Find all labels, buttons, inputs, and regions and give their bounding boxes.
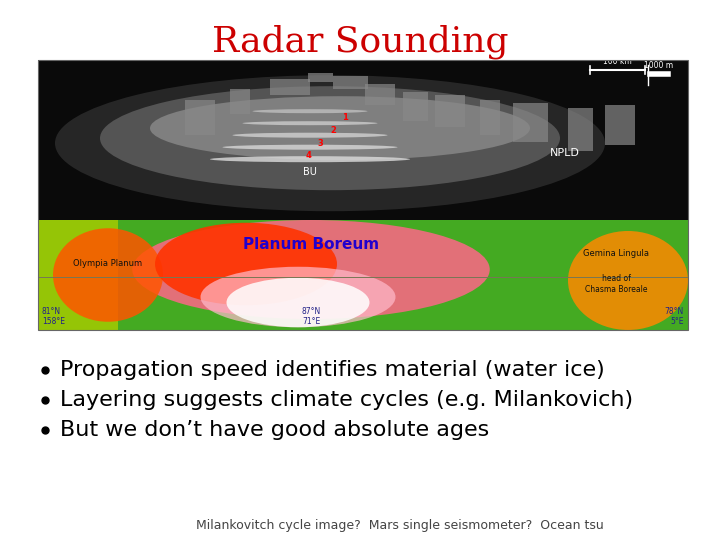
Ellipse shape bbox=[233, 133, 387, 138]
Bar bbox=[307, 73, 333, 83]
Ellipse shape bbox=[55, 75, 605, 211]
Ellipse shape bbox=[243, 121, 377, 125]
Text: Propagation speed identifies material (water ice): Propagation speed identifies material (w… bbox=[60, 360, 605, 380]
Bar bbox=[567, 108, 593, 151]
Bar bbox=[270, 79, 310, 95]
Bar bbox=[333, 76, 367, 89]
Bar bbox=[513, 103, 547, 141]
Bar bbox=[38, 220, 688, 330]
Text: head of
Chasma Boreale: head of Chasma Boreale bbox=[585, 274, 647, 294]
Ellipse shape bbox=[100, 86, 560, 190]
Text: 3: 3 bbox=[317, 139, 323, 148]
Text: 100 km: 100 km bbox=[603, 57, 632, 66]
Bar bbox=[38, 220, 118, 330]
Ellipse shape bbox=[227, 278, 369, 327]
Ellipse shape bbox=[568, 231, 688, 330]
Bar bbox=[605, 105, 635, 145]
Ellipse shape bbox=[210, 156, 410, 162]
Bar bbox=[38, 60, 688, 220]
Text: Gemina Lingula: Gemina Lingula bbox=[583, 248, 649, 258]
Bar bbox=[435, 95, 465, 127]
Ellipse shape bbox=[53, 228, 163, 322]
Bar bbox=[402, 92, 428, 121]
Text: 4: 4 bbox=[305, 152, 311, 160]
Bar bbox=[480, 100, 500, 135]
Text: Layering suggests climate cycles (e.g. Milankovich): Layering suggests climate cycles (e.g. M… bbox=[60, 390, 633, 410]
Text: 1: 1 bbox=[342, 113, 348, 122]
Text: Olympia Planum: Olympia Planum bbox=[73, 260, 143, 268]
Text: Milankovitch cycle image?  Mars single seismometer?  Ocean tsu: Milankovitch cycle image? Mars single se… bbox=[196, 518, 604, 531]
Text: 81°N
158°E: 81°N 158°E bbox=[42, 307, 65, 326]
Text: 2: 2 bbox=[330, 126, 336, 135]
Text: Radar Sounding: Radar Sounding bbox=[212, 25, 508, 59]
Text: BU: BU bbox=[303, 167, 317, 177]
Ellipse shape bbox=[155, 222, 337, 305]
Bar bbox=[230, 89, 250, 114]
Bar bbox=[38, 60, 688, 330]
Text: 1000 m: 1000 m bbox=[644, 61, 674, 70]
Bar bbox=[185, 100, 215, 135]
Ellipse shape bbox=[132, 220, 490, 319]
Text: NPLD: NPLD bbox=[550, 148, 580, 158]
Ellipse shape bbox=[200, 267, 395, 327]
Ellipse shape bbox=[150, 96, 530, 160]
Bar bbox=[365, 84, 395, 105]
Ellipse shape bbox=[253, 109, 367, 113]
Text: But we don’t have good absolute ages: But we don’t have good absolute ages bbox=[60, 420, 490, 440]
Text: 87°N
71°E: 87°N 71°E bbox=[302, 307, 320, 326]
Text: Planum Boreum: Planum Boreum bbox=[243, 237, 379, 252]
Text: 78°N
5°E: 78°N 5°E bbox=[665, 307, 684, 326]
Ellipse shape bbox=[222, 145, 397, 150]
